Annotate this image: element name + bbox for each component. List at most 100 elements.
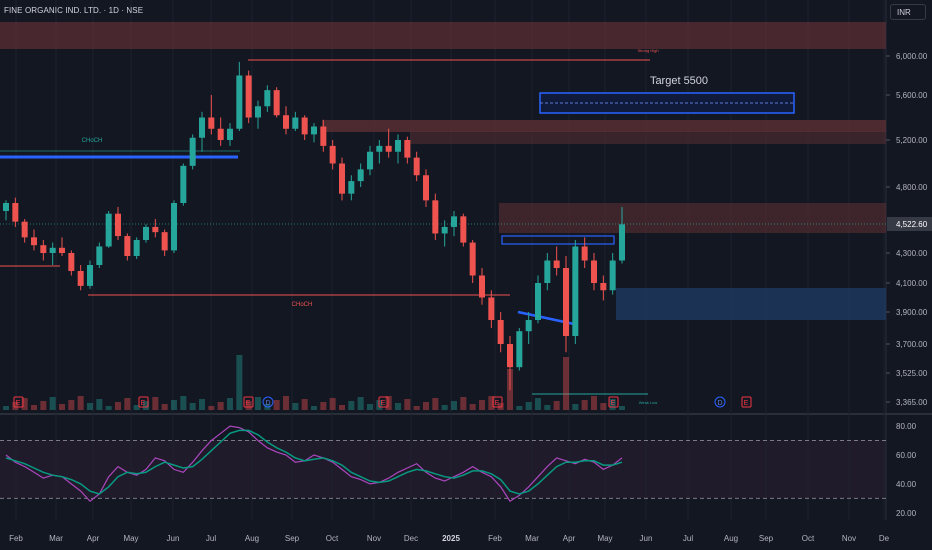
rsi-tick-label: 20.00	[896, 509, 917, 518]
candle-body	[21, 221, 28, 238]
earnings-marker	[13, 396, 24, 408]
volume-bar	[460, 397, 467, 410]
volume-bar	[283, 396, 289, 410]
time-tick-label: Aug	[245, 534, 259, 543]
volume-bar	[292, 403, 299, 410]
candle-body	[77, 271, 84, 286]
candle-body	[105, 213, 112, 247]
candle-body	[544, 260, 551, 283]
volume-bar	[115, 402, 121, 410]
price-tick-label: 4,300.00	[896, 249, 928, 258]
price-tick-label: 3,700.00	[896, 340, 928, 349]
supply-zone-mid-2	[410, 131, 886, 144]
volume-bar	[68, 400, 75, 410]
time-tick-label: 2025	[442, 534, 460, 543]
price-tick-label: 3,525.00	[896, 369, 928, 378]
volume-bar	[21, 398, 28, 410]
time-tick-label: Sep	[285, 534, 300, 543]
candle-body	[255, 106, 261, 118]
volume-bar	[553, 401, 560, 410]
candle-body	[432, 200, 439, 234]
candle-body	[479, 275, 485, 298]
volume-bar	[124, 398, 131, 410]
candle-body	[236, 75, 243, 129]
rsi-tick-label: 40.00	[896, 480, 917, 489]
volume-bar	[329, 398, 336, 410]
candle-body	[283, 115, 289, 129]
volume-bar	[619, 406, 625, 410]
weak-low-label: Weak Low	[639, 400, 658, 405]
candle-body	[217, 128, 224, 140]
time-tick-label: De	[879, 534, 890, 543]
volume-bar	[609, 399, 616, 410]
candle-body	[3, 203, 9, 212]
volume-bar	[96, 399, 103, 410]
price-tick-label: 4,100.00	[896, 279, 928, 288]
supply-zone-current	[499, 203, 886, 233]
volume-bar	[535, 398, 541, 410]
volume-bar	[59, 404, 65, 410]
time-tick-label: Nov	[842, 534, 856, 543]
candle-body	[488, 297, 495, 320]
volume-bar	[311, 406, 317, 410]
candle-body	[516, 331, 523, 368]
volume-bar	[180, 396, 187, 410]
candle-body	[12, 203, 19, 222]
volume-bar	[507, 369, 513, 410]
candles	[3, 61, 625, 391]
time-tick-label: Mar	[525, 534, 539, 543]
choch-label-left: CHoCH	[82, 138, 103, 144]
dividend-marker	[714, 396, 726, 408]
volume-bar	[133, 405, 140, 410]
volume-bar	[581, 400, 588, 410]
candle-body	[348, 181, 355, 194]
candle-body	[395, 140, 401, 152]
candle-body	[619, 224, 625, 261]
candle-body	[600, 283, 607, 291]
time-tick-label: Feb	[9, 534, 23, 543]
volume-bar	[600, 403, 607, 410]
volume-bar	[488, 396, 495, 410]
candle-body	[152, 226, 159, 233]
time-tick-label: Jun	[640, 534, 653, 543]
currency-selector[interactable]: INR	[890, 4, 926, 20]
time-tick-label: Sep	[759, 534, 774, 543]
candle-body	[87, 265, 93, 286]
volume-bar	[152, 397, 159, 410]
earnings-marker-label: E	[16, 400, 21, 407]
volume-bar	[12, 402, 19, 410]
choch-label-center: CHoCH	[292, 302, 313, 308]
volume-bar	[432, 398, 439, 410]
time-tick-label: Apr	[563, 534, 576, 543]
price-tick-label: 3,365.00	[896, 398, 928, 407]
candle-body	[40, 245, 47, 253]
demand-zone	[616, 288, 886, 320]
candle-body	[460, 216, 467, 243]
time-tick-label: Jul	[683, 534, 693, 543]
volume-bar	[525, 402, 532, 410]
volume-bars	[3, 355, 625, 410]
earnings-marker-label: E	[246, 400, 251, 407]
candle-body	[292, 117, 299, 129]
price-tick-label: 5,600.00	[896, 91, 928, 100]
candle-body	[469, 242, 476, 276]
price-tick-label: 3,900.00	[896, 308, 928, 317]
volume-bar	[479, 400, 485, 410]
volume-bar	[339, 405, 345, 410]
candle-body	[376, 145, 383, 152]
candle-body	[572, 246, 579, 336]
candle-body	[161, 232, 168, 251]
candle-body	[553, 260, 560, 268]
volume-bar	[143, 401, 149, 410]
dividend-marker-label: D	[717, 400, 722, 407]
candle-body	[59, 247, 65, 253]
time-tick-label: Feb	[488, 534, 502, 543]
time-tick-label: Jun	[167, 534, 180, 543]
dividend-marker	[262, 396, 274, 408]
volume-bar	[31, 405, 37, 410]
volume-bar	[469, 404, 476, 410]
candle-body	[143, 226, 149, 240]
candle-body	[525, 320, 532, 332]
volume-bar	[171, 400, 177, 410]
